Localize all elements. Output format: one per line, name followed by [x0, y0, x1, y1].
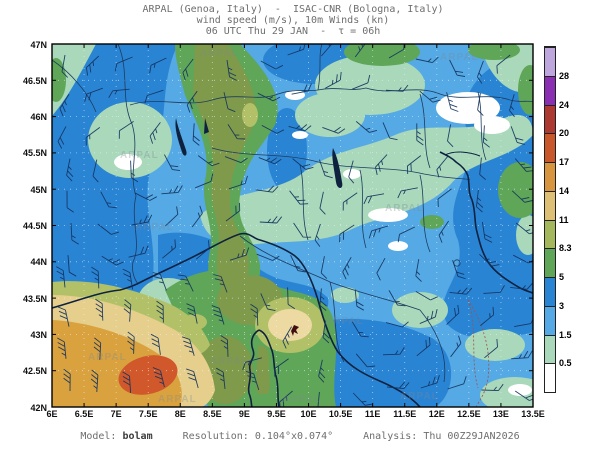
border-lines [52, 44, 533, 407]
colorbar-segment [545, 104, 555, 134]
colorbar-segment [545, 277, 555, 306]
lon-tick-label: 7.5E [138, 409, 158, 419]
lon-tick-label: 7E [110, 409, 122, 419]
colorbar-segment [545, 305, 555, 335]
colorbar-tick-label: 8.3 [559, 243, 572, 254]
colorbar-segment [545, 162, 555, 191]
lon-tick-label: 8.5E [203, 409, 222, 419]
lat-tick-label: 44N [30, 257, 47, 268]
lat-tick-label: 47N [30, 39, 47, 50]
colorbar-tick-label: 14 [559, 185, 570, 196]
lon-tick-label: 9E [238, 409, 250, 419]
wind-barbs-layer [55, 44, 533, 407]
footer-info: Model: bolam Resolution: 0.104°x0.074° A… [0, 431, 600, 442]
lon-tick-label: 6.5E [74, 409, 94, 419]
lon-tick-label: 10.5E [328, 409, 353, 419]
lon-tick-label: 10E [300, 409, 317, 419]
colorbar-tick-label: 1.5 [559, 329, 572, 340]
lon-tick-label: 11E [364, 409, 381, 419]
colorbar-segment [545, 75, 555, 105]
colorbar-segment [545, 133, 555, 162]
title-line-1: ARPAL (Genoa, Italy) - ISAC-CNR (Bologna… [142, 4, 444, 15]
colorbar-tick-label: 24 [559, 99, 570, 110]
model-info: Model: bolam [80, 431, 153, 442]
colorbar-segment [545, 219, 555, 249]
lon-tick-label: 8E [174, 409, 186, 419]
lon-tick-label: 12.5E [457, 409, 481, 419]
station-marker [291, 325, 299, 336]
graticule [52, 44, 533, 407]
colorbar-segment [545, 248, 555, 277]
lon-tick-label: 13.5E [521, 409, 545, 419]
colorbar-tick-label: 5 [559, 272, 565, 282]
colorbar-segment [545, 363, 555, 392]
lat-tick-label: 42N [30, 402, 47, 413]
lon-tick-label: 12E [428, 409, 445, 419]
colorbar-tick-label: 20 [559, 128, 570, 139]
resolution-info: Resolution: 0.104°x0.074° [182, 431, 334, 442]
lon-tick-label: 9.5E [267, 409, 286, 419]
lat-tick-label: 43.5N [22, 293, 47, 304]
colorbar-tick-label: 11 [559, 214, 569, 225]
lat-tick-label: 45.5N [22, 148, 47, 159]
lon-tick-label: 11.5E [393, 409, 417, 419]
colorbar-tick-label: 0.5 [559, 358, 572, 369]
title-line-3: 06 UTC Thu 29 JAN - τ = 06h [205, 26, 381, 37]
analysis-info: Analysis: Thu 00Z29JAN2026 [363, 431, 520, 442]
colorbar-tick-label: 28 [559, 70, 570, 81]
lat-tick-label: 42.5N [22, 366, 47, 377]
lat-tick-label: 46.5N [22, 75, 47, 86]
colorbar-segment [545, 334, 555, 364]
model-name: bolam [122, 431, 153, 442]
title-line-2: wind speed (m/s), 10m Winds (kn) [196, 15, 390, 26]
lat-tick-label: 46N [30, 112, 47, 123]
lat-tick-label: 45N [30, 184, 47, 195]
lat-tick-label: 43N [30, 329, 47, 340]
lat-tick-label: 44.5N [22, 221, 47, 231]
lon-tick-label: 13E [492, 409, 509, 419]
lon-tick-label: 6E [46, 409, 58, 419]
map-frame [51, 43, 534, 408]
colorbar [544, 46, 556, 393]
colorbar-segment [545, 190, 555, 220]
colorbar-tick-label: 3 [559, 300, 565, 311]
colorbar-segment [545, 47, 555, 76]
colorbar-tick-label: 17 [559, 157, 570, 167]
